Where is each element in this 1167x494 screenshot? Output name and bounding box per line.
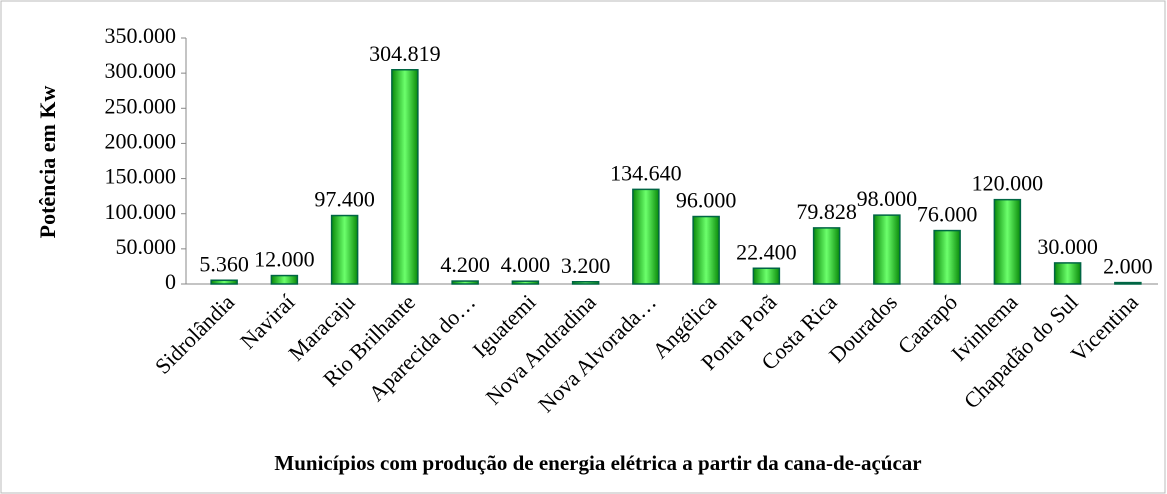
- value-label: 4.000: [501, 252, 551, 277]
- y-tick-label: 200.000: [105, 128, 177, 153]
- bar: [812, 227, 841, 285]
- y-axis-label: Potência em Kw: [35, 86, 60, 239]
- bar: [873, 214, 901, 285]
- y-tick-label: 150.000: [105, 164, 177, 189]
- value-label: 120.000: [972, 171, 1044, 196]
- value-label: 4.200: [440, 252, 490, 277]
- value-label: 5.360: [199, 251, 249, 276]
- y-tick-label: 350.000: [105, 23, 177, 48]
- x-tick-label: Vicentina: [1066, 289, 1143, 366]
- value-label: 97.400: [314, 187, 375, 212]
- x-tick-label: Aparecida do…: [364, 289, 481, 406]
- chart-title: Municípios com produção de energia elétr…: [274, 451, 921, 475]
- value-label: 134.640: [610, 160, 682, 185]
- x-tick-label: Sidrolândia: [150, 289, 240, 379]
- y-tick-label: 100.000: [105, 199, 177, 224]
- value-label: 30.000: [1037, 234, 1098, 259]
- y-tick-label: 0: [165, 269, 176, 294]
- bar: [270, 274, 299, 285]
- bar: [391, 69, 419, 285]
- value-label: 3.200: [561, 253, 611, 278]
- value-label: 304.819: [369, 41, 441, 66]
- value-label: 2.000: [1103, 254, 1153, 279]
- y-tick-label: 250.000: [105, 93, 177, 118]
- value-label: 22.400: [736, 239, 797, 264]
- bar: [571, 281, 600, 285]
- bar: [692, 215, 720, 285]
- value-label: 76.000: [917, 202, 978, 227]
- bar: [451, 280, 479, 285]
- bar: [511, 280, 540, 285]
- bar: [632, 188, 660, 285]
- bar: [752, 267, 781, 285]
- bar: [210, 279, 238, 285]
- value-label: 12.000: [254, 247, 315, 272]
- bar: [1053, 262, 1082, 285]
- value-label: 96.000: [676, 188, 737, 213]
- value-label: 98.000: [857, 186, 918, 211]
- value-label: 79.828: [796, 199, 857, 224]
- bar: [330, 214, 359, 285]
- bar: [1114, 281, 1142, 285]
- y-tick-label: 300.000: [105, 58, 177, 83]
- bar: [933, 229, 961, 285]
- bar: [993, 198, 1022, 285]
- y-tick-label: 50.000: [116, 234, 177, 259]
